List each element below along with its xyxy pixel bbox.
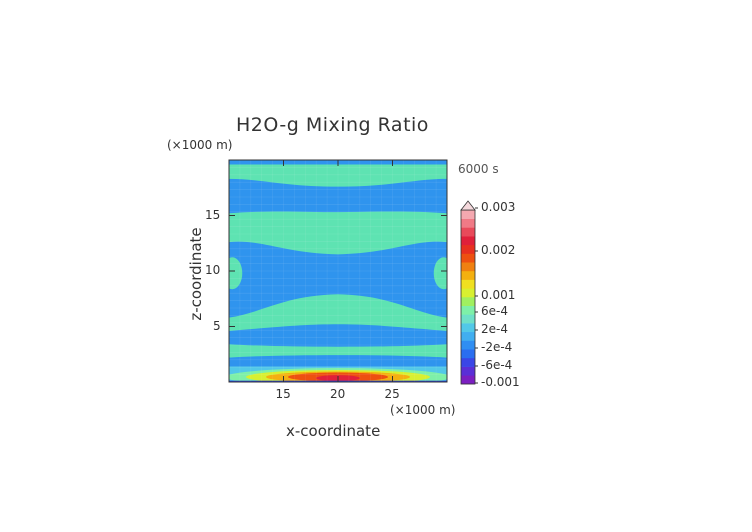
colorbar-label: 0.002 (481, 243, 516, 257)
field-background (229, 160, 447, 382)
chart-title: H2O-g Mixing Ratio (236, 114, 429, 136)
colorbar-swatch (461, 357, 475, 367)
colorbar-swatch (461, 340, 475, 350)
x-tick-label: 25 (384, 387, 400, 401)
colorbar-label: 0.001 (481, 288, 516, 302)
colorbar-swatch (461, 323, 475, 333)
colorbar-swatch (461, 253, 475, 263)
y-tick-label: 5 (213, 318, 221, 333)
y-tick-label: 10 (205, 263, 221, 277)
x-axis-unit: (×1000 m) (390, 403, 456, 417)
field-lobe (433, 257, 447, 290)
colorbar-swatch (461, 270, 475, 280)
colorbar-swatch (461, 227, 475, 237)
time-label: 6000 s (458, 162, 499, 176)
field-band (229, 211, 447, 255)
colorbar-swatch (461, 366, 475, 376)
y-tick-label: 15 (205, 207, 221, 222)
heatmap-field (229, 160, 447, 382)
colorbar-swatch (461, 218, 475, 228)
field-band (229, 294, 447, 331)
colorbar-label: 2e-4 (481, 322, 508, 336)
colorbar-label: 0.003 (481, 200, 516, 214)
colorbar-extend-arrow (460, 200, 476, 211)
colorbar (460, 200, 478, 385)
x-tick-label: 15 (275, 387, 291, 401)
colorbar-swatch (461, 331, 475, 341)
colorbar-swatch (461, 375, 475, 385)
x-axis-label: x-coordinate (286, 422, 381, 440)
y-axis-label: z-coordinate (187, 227, 205, 321)
x-tick-label: 20 (330, 387, 346, 401)
colorbar-label: -2e-4 (481, 340, 513, 354)
colorbar-swatch (461, 288, 475, 298)
colorbar-swatch (461, 236, 475, 246)
colorbar-swatch (461, 297, 475, 306)
colorbar-swatch (461, 305, 475, 315)
colorbar-swatch (461, 210, 475, 219)
colorbar-swatch (461, 262, 475, 272)
colorbar-label: 6e-4 (481, 304, 508, 318)
field-lobe (229, 257, 243, 290)
colorbar-label: -0.001 (481, 375, 520, 389)
colorbar-swatch (461, 279, 475, 289)
colorbar-label: -6e-4 (481, 358, 513, 372)
colorbar-swatch (461, 244, 475, 254)
y-axis-unit: (×1000 m) (167, 138, 233, 152)
colorbar-swatch (461, 314, 475, 324)
axis-ticks (229, 160, 447, 382)
field-band (229, 344, 447, 358)
colorbar-swatch (461, 349, 475, 359)
field-band (229, 164, 447, 187)
